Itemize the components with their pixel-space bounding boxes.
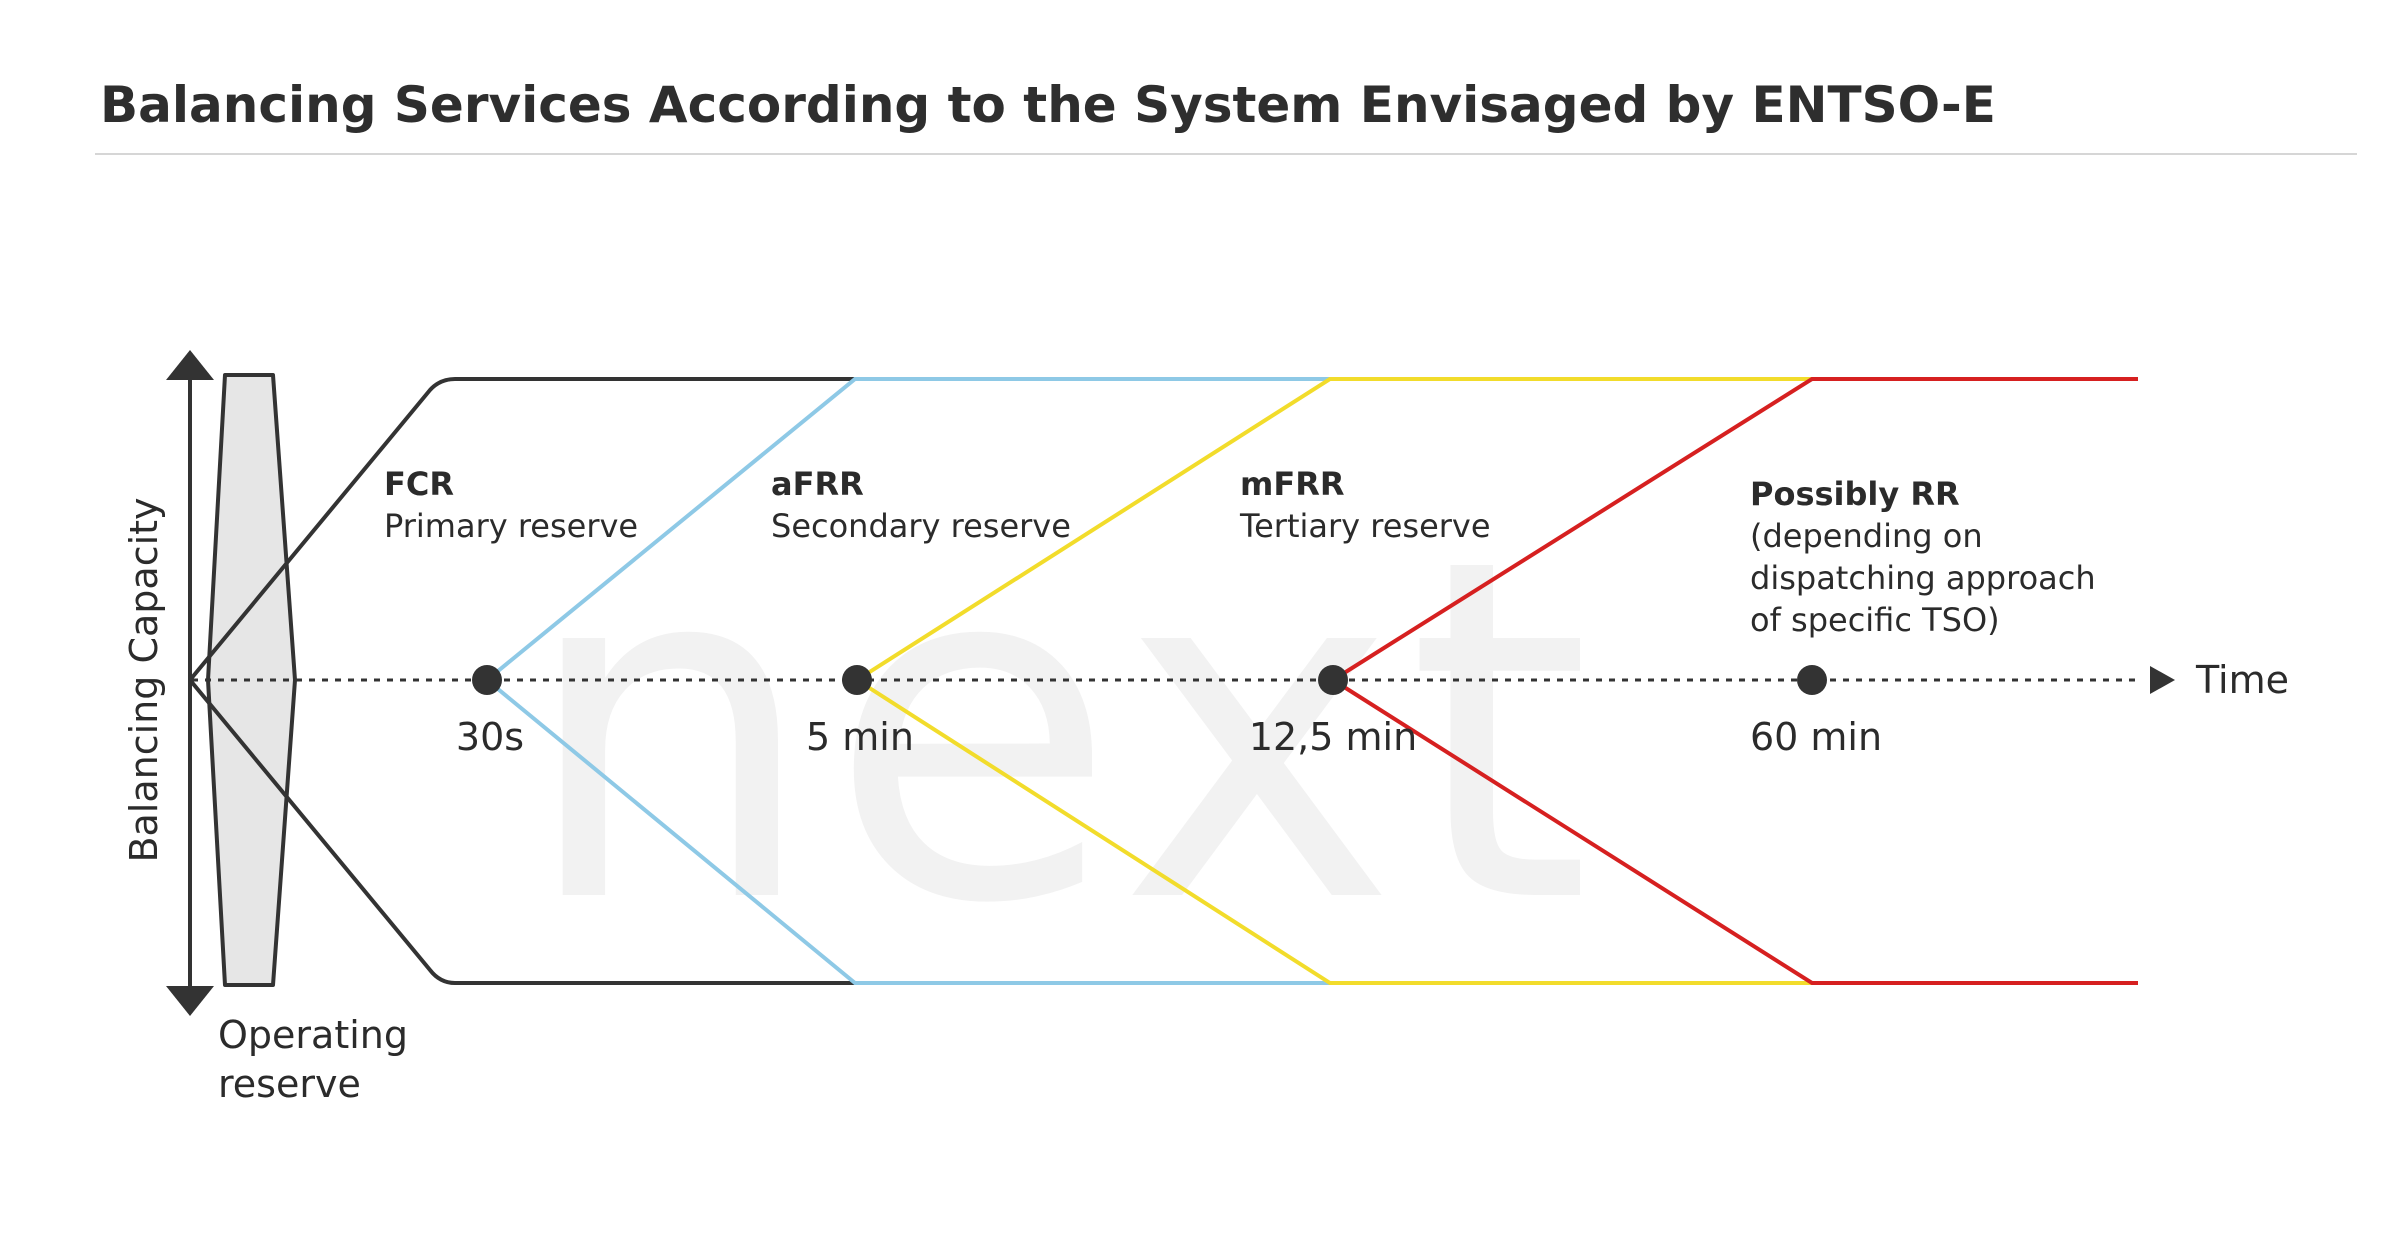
- y-axis-arrow-down-icon: [166, 986, 214, 1016]
- service-desc-mfrr: Tertiary reserve: [1239, 507, 1491, 545]
- marker-dot-60min: [1797, 665, 1827, 695]
- service-desc-rr-line2: dispatching approach: [1750, 559, 2096, 597]
- mfrr-envelope-lower: [855, 678, 1812, 985]
- service-name-fcr: FCR: [384, 465, 454, 503]
- service-desc-afrr: Secondary reserve: [771, 507, 1071, 545]
- page-title: Balancing Services According to the Syst…: [100, 76, 1996, 134]
- x-axis-label: Time: [2195, 658, 2289, 702]
- operating-reserve-label-line1: Operating: [218, 1013, 408, 1057]
- time-label-5min: 5 min: [806, 715, 914, 759]
- marker-dot-12-5min: [1318, 665, 1348, 695]
- service-name-rr: Possibly RR: [1750, 475, 1960, 513]
- mfrr-envelope-upper: [855, 377, 1812, 682]
- afrr-envelope-lower: [485, 678, 1330, 985]
- fcr-envelope-lower: [188, 678, 855, 985]
- service-desc-rr-line1: (depending on: [1750, 517, 1983, 555]
- rr-envelope-upper: [1331, 377, 2138, 682]
- rr-envelope-lower: [1331, 678, 2138, 985]
- service-name-mfrr: mFRR: [1240, 465, 1344, 503]
- service-desc-fcr: Primary reserve: [384, 507, 638, 545]
- operating-reserve-label-line2: reserve: [218, 1062, 361, 1106]
- service-desc-rr-line3: of specific TSO): [1750, 601, 2000, 639]
- service-name-afrr: aFRR: [771, 465, 864, 503]
- fcr-envelope-upper: [188, 377, 855, 682]
- time-label-60min: 60 min: [1750, 715, 1882, 759]
- time-label-30s: 30s: [456, 715, 524, 759]
- title-divider: [95, 153, 2357, 155]
- afrr-envelope-upper: [485, 377, 1330, 682]
- marker-dot-5min: [842, 665, 872, 695]
- marker-dot-30s: [472, 665, 502, 695]
- time-label-12-5min: 12,5 min: [1249, 715, 1417, 759]
- y-axis-arrow-up-icon: [166, 350, 214, 380]
- y-axis-label: Balancing Capacity: [122, 497, 166, 862]
- time-axis-arrow-icon: [2150, 666, 2175, 694]
